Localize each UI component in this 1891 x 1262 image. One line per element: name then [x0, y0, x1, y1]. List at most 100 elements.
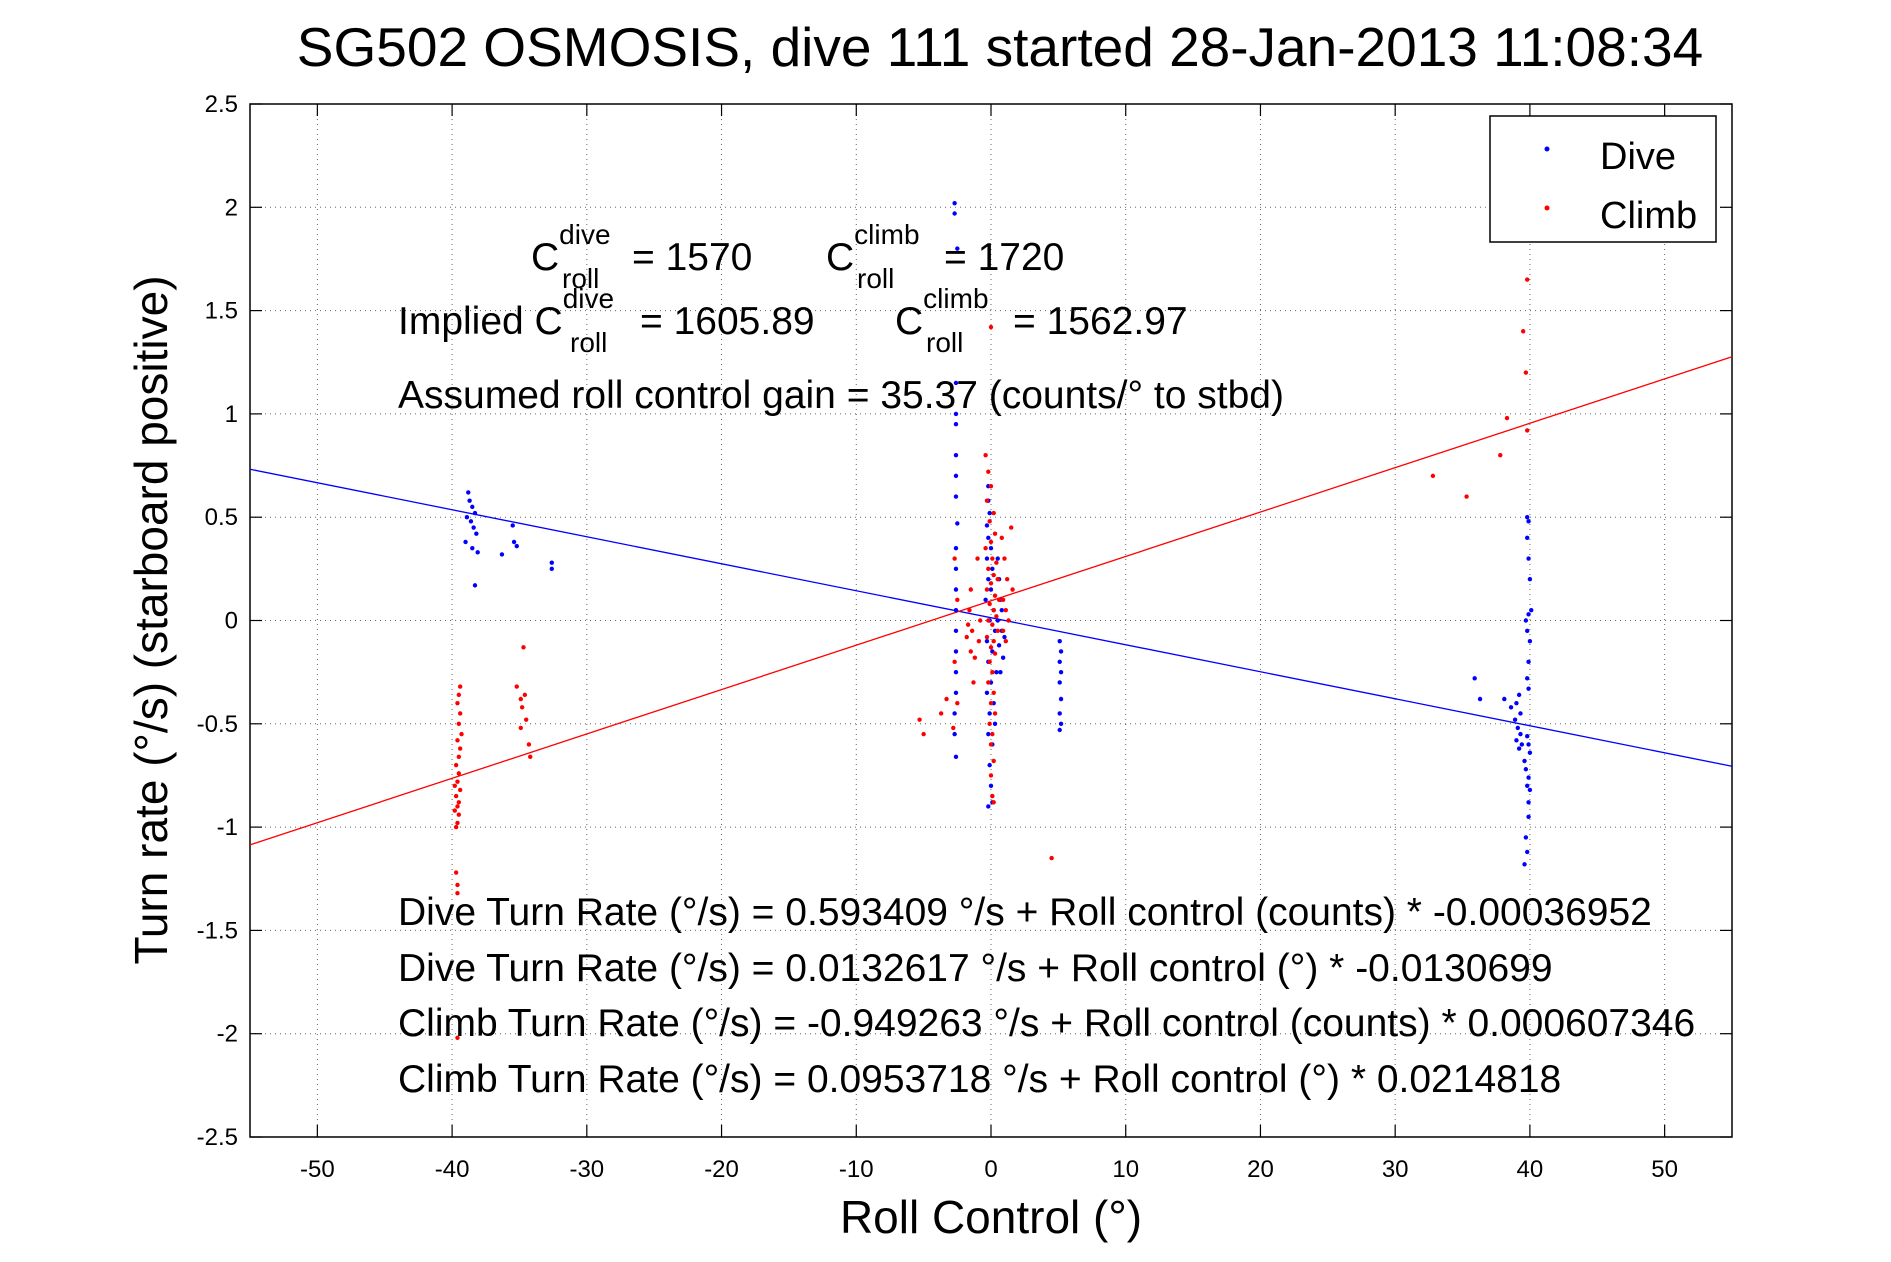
climb-point [1430, 473, 1436, 479]
dive-point [1527, 638, 1533, 644]
climb-point [453, 870, 459, 875]
dive-point [1525, 676, 1530, 681]
climb-point [455, 891, 460, 896]
climb-point [984, 634, 990, 640]
x-tick-label: -50 [300, 1156, 335, 1183]
annotation-eq-climb-counts: Climb Turn Rate (°/s) = -0.949263 °/s + … [398, 1002, 1695, 1045]
climb-point [951, 725, 956, 731]
x-tick-label: 40 [1517, 1156, 1544, 1183]
dive-point [1057, 638, 1062, 644]
dive-point [1057, 680, 1062, 685]
climb-point [952, 556, 957, 561]
climb-point [992, 711, 998, 716]
dive-point [1516, 692, 1522, 698]
climb-point [986, 566, 991, 572]
dive-point [467, 498, 472, 503]
climb-point [456, 721, 462, 726]
dive-point [1525, 515, 1530, 520]
climb-point [455, 804, 460, 809]
climb-point [976, 638, 982, 644]
climb-point [983, 453, 988, 458]
dive-point [986, 576, 991, 582]
dive-point [953, 453, 959, 458]
climb-point [455, 820, 460, 826]
c-roll-dive: Cdive roll = 1570 [531, 219, 752, 294]
annotation-eq-dive-degrees: Dive Turn Rate (°/s) = 0.0132617 °/s + R… [398, 947, 1553, 990]
climb-point [987, 659, 992, 665]
dive-point [1058, 721, 1064, 726]
climb-point [991, 572, 996, 578]
climb-point [455, 700, 460, 706]
dive-point [953, 649, 959, 654]
climb-point [1000, 597, 1006, 603]
climb-point [457, 746, 463, 751]
dive-point [1527, 750, 1533, 755]
dive-point [986, 535, 991, 541]
climb-point [969, 628, 975, 634]
climb-point [984, 498, 990, 503]
climb-point [990, 793, 995, 799]
annotation-gain: Assumed roll control gain = 35.37 (count… [398, 374, 1284, 417]
dive-point [499, 552, 505, 557]
fit-line-climb [249, 356, 1733, 846]
dive-point [1527, 576, 1533, 582]
climb-point [975, 556, 980, 561]
climb-point [1504, 415, 1510, 421]
dive-point [992, 721, 998, 726]
climb-point [986, 469, 991, 474]
dive-point [463, 539, 468, 545]
climb-point [455, 882, 460, 888]
dive-point [1526, 519, 1531, 524]
climb-point [1000, 628, 1006, 634]
climb-point [456, 692, 462, 698]
climb-point [991, 638, 996, 644]
climb-point [972, 655, 978, 660]
dive-point [468, 519, 474, 524]
climb-point [990, 669, 995, 675]
annotation-eq-dive-counts: Dive Turn Rate (°/s) = 0.593409 °/s + Ro… [398, 891, 1652, 934]
dive-point [1519, 742, 1525, 747]
dive-point [953, 422, 959, 427]
x-tick-label: -10 [839, 1156, 874, 1183]
climb-point [988, 484, 994, 489]
dive-point [994, 669, 999, 675]
dive-point [955, 521, 960, 526]
climb-point [986, 680, 991, 685]
dive-point [952, 200, 957, 206]
dive-point [996, 643, 1002, 648]
climb-point [986, 618, 991, 623]
dive-point [987, 711, 992, 716]
climb-point [955, 597, 960, 603]
dive-point [953, 411, 959, 417]
climb-point [990, 731, 995, 737]
dive-point [1000, 655, 1006, 660]
dive-point [470, 545, 475, 551]
dive-point [953, 607, 959, 613]
climb-point [987, 601, 992, 607]
implied-c-roll-dive: Implied Cdive roll = 1605.89 [398, 283, 815, 358]
dive-point [1526, 742, 1531, 747]
data-points [452, 200, 1534, 1041]
climb-point [967, 607, 972, 613]
dive-point [984, 523, 990, 528]
x-tick-label: 10 [1112, 1156, 1139, 1183]
dive-point [953, 628, 959, 634]
climb-point [455, 779, 460, 784]
y-axis-ticks: -2.5 -2 -1.5 -1 -0.5 0 0.5 1 1.5 2 2.5 [197, 91, 1732, 1151]
dive-point [1523, 835, 1529, 840]
climb-point [455, 1035, 460, 1041]
dive-point [953, 380, 959, 386]
climb-point [459, 731, 464, 737]
x-tick-label: 0 [984, 1156, 997, 1183]
climb-point [1464, 494, 1469, 499]
dive-point [1525, 628, 1530, 634]
dive-point [988, 783, 994, 788]
climb-point [987, 519, 992, 524]
climb-point [968, 587, 973, 592]
climb-point [1049, 855, 1054, 861]
dive-point [987, 762, 992, 768]
dive-point [1515, 725, 1520, 731]
x-tick-label: -30 [569, 1156, 604, 1183]
dive-point [953, 566, 959, 572]
y-tick-label: 2 [225, 194, 238, 221]
